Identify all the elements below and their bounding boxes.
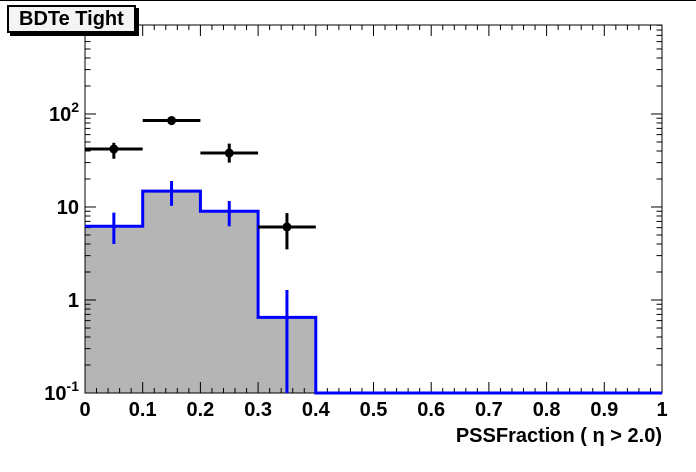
histogram-title-box: BDTe Tight	[7, 5, 136, 33]
data-point-marker	[109, 144, 119, 154]
histogram-outline	[85, 189, 662, 395]
data-point-marker	[282, 222, 292, 232]
x-tick-label: 0.3	[244, 399, 272, 421]
data-point-marker	[224, 148, 234, 158]
x-tick-label: 0.2	[186, 399, 214, 421]
x-tick-label: 0.4	[302, 399, 331, 421]
y-tick-label: 102	[49, 99, 79, 126]
x-tick-label: 0.8	[533, 399, 561, 421]
x-axis-title: PSSFraction ( η > 2.0)	[455, 425, 662, 447]
x-tick-label: 0.9	[590, 399, 618, 421]
x-tick-label: 0	[79, 399, 90, 421]
y-tick-label: 1	[68, 290, 79, 312]
data-point-marker	[167, 116, 177, 126]
x-tick-label: 0.7	[475, 399, 503, 421]
x-tick-label: 0.5	[360, 399, 388, 421]
histogram-fill	[85, 191, 662, 393]
y-tick-label: 10-1	[44, 378, 79, 405]
x-tick-label: 0.1	[129, 399, 157, 421]
y-tick-label: 10	[57, 197, 79, 219]
x-tick-label: 1	[656, 399, 667, 421]
histogram-title: BDTe Tight	[19, 7, 124, 30]
x-tick-label: 0.6	[417, 399, 445, 421]
